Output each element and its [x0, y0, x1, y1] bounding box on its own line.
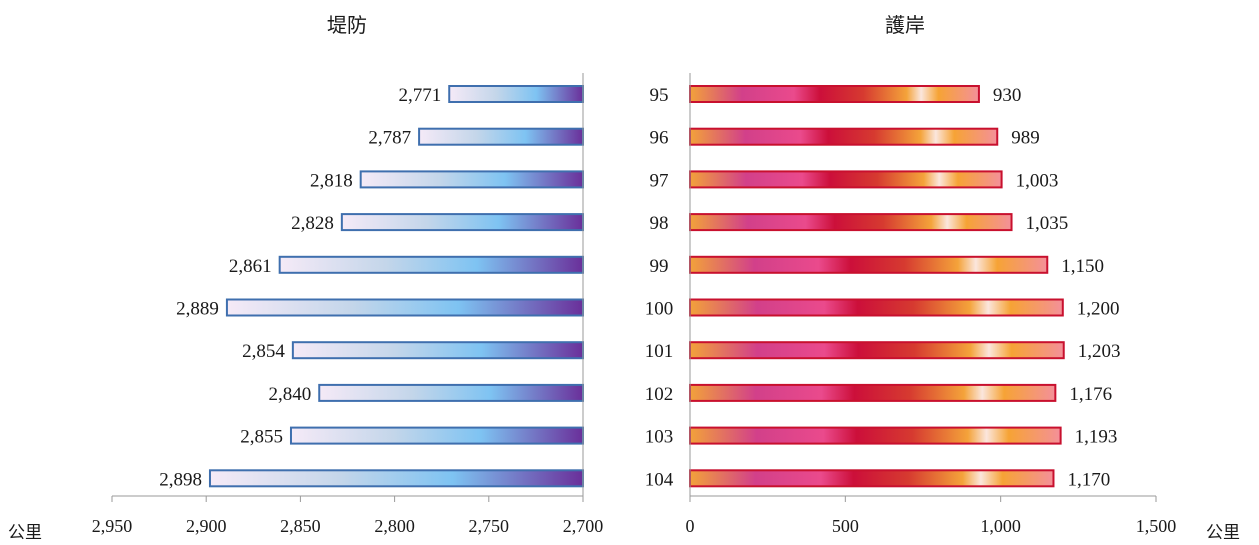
- right-value-label-103: 1,193: [1075, 427, 1118, 448]
- right-bar-102: [689, 383, 1057, 402]
- category-label-95: 95: [650, 85, 669, 106]
- right-bar-101: [689, 341, 1065, 360]
- right-value-labels: 930 989 1,003 1,035 1,150 1,200 1,203 1,176 1,19…: [993, 85, 1121, 490]
- category-label-97: 97: [650, 170, 669, 191]
- left-bar-96: [418, 127, 585, 146]
- left-chart-title: 堤防: [327, 14, 367, 37]
- right-value-label-104: 1,170: [1067, 469, 1110, 490]
- right-bar-103: [689, 426, 1062, 445]
- right-value-label-95: 930: [993, 85, 1022, 106]
- left-axis-ticks: 2,950 2,900 2,850 2,800 2,750 2,700: [92, 496, 604, 536]
- right-value-label-101: 1,203: [1078, 341, 1121, 362]
- category-label-98: 98: [650, 213, 669, 234]
- left-value-label-99: 2,861: [229, 256, 272, 277]
- right-tick-label: 1,500: [1136, 516, 1177, 536]
- left-value-label-101: 2,854: [242, 341, 285, 362]
- left-bar-95: [448, 85, 584, 103]
- right-tick-label: 500: [832, 516, 859, 536]
- left-axis-unit: 公里: [8, 523, 42, 542]
- right-tick-label: 1,000: [980, 516, 1021, 536]
- right-bar-100: [689, 298, 1064, 317]
- left-value-label-98: 2,828: [291, 213, 334, 234]
- left-bar-99: [278, 255, 584, 274]
- right-axis-ticks: 0 500 1,000 1,500: [686, 496, 1177, 536]
- category-label-96: 96: [650, 128, 669, 149]
- category-label-104: 104: [645, 469, 674, 490]
- left-tick-label: 2,750: [469, 516, 510, 536]
- left-value-labels: 2,771 2,787 2,818 2,828 2,861 2,889 2,854 2,840…: [159, 85, 441, 490]
- right-chart-title: 護岸: [885, 14, 925, 37]
- left-value-label-104: 2,898: [159, 469, 202, 490]
- right-value-label-100: 1,200: [1077, 299, 1120, 320]
- right-axis-unit: 公里: [1206, 523, 1240, 542]
- left-tick-label: 2,800: [374, 516, 415, 536]
- category-label-102: 102: [645, 384, 674, 405]
- right-bar-99: [689, 255, 1049, 274]
- right-bar-104: [689, 469, 1055, 488]
- left-bar-102: [318, 383, 584, 402]
- left-value-label-96: 2,787: [368, 128, 411, 149]
- left-tick-label: 2,900: [186, 516, 227, 536]
- right-bar-96: [689, 127, 999, 146]
- left-bar-104: [208, 469, 585, 488]
- left-bar-98: [340, 213, 584, 232]
- right-value-label-102: 1,176: [1069, 384, 1112, 405]
- right-value-label-97: 1,003: [1016, 170, 1059, 191]
- right-value-label-96: 989: [1011, 128, 1039, 149]
- category-label-100: 100: [645, 299, 674, 320]
- left-value-label-103: 2,855: [240, 427, 283, 448]
- left-bar-101: [291, 341, 584, 360]
- right-bar-95: [689, 85, 980, 103]
- left-value-label-100: 2,889: [176, 299, 219, 320]
- left-tick-label: 2,700: [563, 516, 604, 536]
- left-tick-label: 2,850: [280, 516, 321, 536]
- left-bar-97: [359, 170, 584, 189]
- right-bar-97: [689, 170, 1003, 189]
- left-bar-103: [289, 426, 584, 445]
- right-bar-series: [689, 85, 1065, 488]
- category-labels: 95 96 97 98 99 100 101 102 103 104: [645, 85, 674, 490]
- right-bar-98: [689, 213, 1013, 232]
- category-label-99: 99: [650, 256, 669, 277]
- left-value-label-97: 2,818: [310, 170, 353, 191]
- left-tick-label: 2,950: [92, 516, 133, 536]
- left-bar-100: [225, 298, 584, 317]
- category-label-103: 103: [645, 427, 674, 448]
- right-value-label-98: 1,035: [1026, 213, 1069, 234]
- right-tick-label: 0: [686, 516, 695, 536]
- left-value-label-95: 2,771: [398, 85, 441, 106]
- left-value-label-102: 2,840: [268, 384, 311, 405]
- right-value-label-99: 1,150: [1061, 256, 1104, 277]
- category-label-101: 101: [645, 341, 674, 362]
